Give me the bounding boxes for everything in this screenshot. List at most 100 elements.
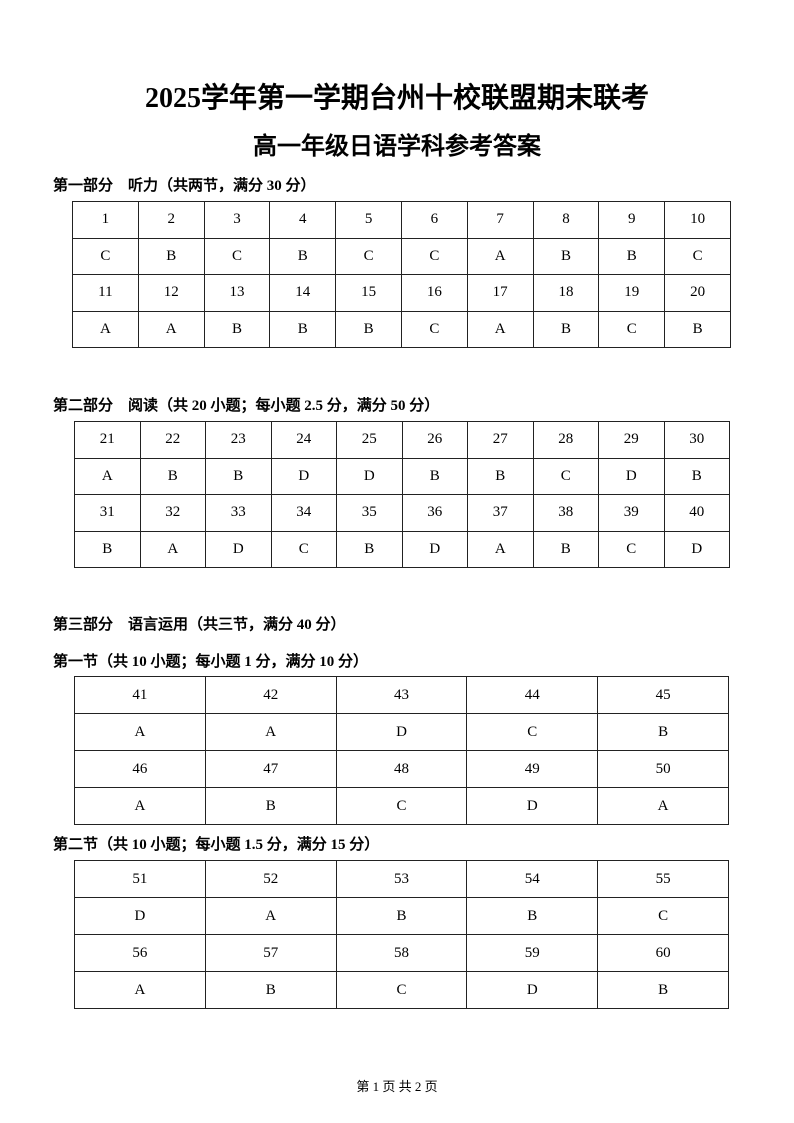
answer-cell: A [74,787,206,825]
answer-cell: B [269,237,337,275]
answer-cell: C [335,787,468,825]
answer-cell: C [203,237,271,275]
question-number-cell: 42 [204,676,337,714]
answer-cell: B [204,971,337,1009]
answer-cell: B [532,237,600,275]
answer-cell: B [139,457,206,495]
question-number-cell: 37 [467,494,534,532]
answer-cell: A [74,713,206,751]
question-number-cell: 52 [204,860,337,898]
question-number-cell: 17 [466,274,534,312]
answer-cell: D [270,457,337,495]
question-number-row: 46 47 48 49 50 [74,750,729,788]
question-number-cell: 38 [532,494,599,532]
answer-cell: C [270,530,337,568]
part1-heading: 第一部分 听力（共两节，满分 30 分） [53,178,316,194]
part3-section2-answer-table: 51 52 53 54 55 D A B B C 56 57 58 59 60 A B C D B [74,860,729,1009]
question-number-cell: 13 [203,274,271,312]
answer-cell: D [74,897,206,935]
answer-cell: A [466,237,534,275]
answer-cell: A [204,713,337,751]
question-number-cell: 19 [598,274,666,312]
answer-cell: B [598,237,666,275]
question-number-cell: 25 [336,421,403,459]
answer-cell: B [597,971,729,1009]
question-number-cell: 31 [74,494,141,532]
question-number-cell: 21 [74,421,141,459]
question-number-cell: 44 [466,676,599,714]
question-number-cell: 23 [205,421,272,459]
question-number-cell: 45 [597,676,729,714]
question-number-cell: 10 [664,201,731,239]
answer-cell: C [532,457,599,495]
answer-cell: D [466,971,599,1009]
answer-cell: B [532,530,599,568]
question-number-cell: 35 [336,494,403,532]
question-number-row: 56 57 58 59 60 [74,934,729,972]
question-number-cell: 56 [74,934,206,972]
answer-cell: D [598,457,665,495]
question-number-cell: 40 [663,494,730,532]
answer-cell: C [335,971,468,1009]
question-number-row: 51 52 53 54 55 [74,860,729,898]
answer-cell: D [335,713,468,751]
part3-section2-heading: 第二节（共 10 小题；每小题 1.5 分，满分 15 分） [53,837,380,853]
question-number-cell: 39 [598,494,665,532]
answer-cell: C [664,237,731,275]
question-number-cell: 3 [203,201,271,239]
question-number-cell: 18 [532,274,600,312]
question-number-row: 11 12 13 14 15 16 17 18 19 20 [72,274,731,312]
question-number-cell: 6 [400,201,468,239]
question-number-cell: 14 [269,274,337,312]
question-number-cell: 57 [204,934,337,972]
answer-cell: B [401,457,468,495]
document-title: 2025学年第一学期台州十校联盟期末联考 [144,83,649,114]
answer-cell: A [74,457,141,495]
question-number-cell: 26 [401,421,468,459]
answer-cell: B [335,310,402,348]
answer-cell: A [467,530,534,568]
document-subtitle: 高一年级日语学科参考答案 [253,134,541,160]
answer-cell: D [205,530,272,568]
answer-cell: C [598,530,665,568]
question-number-cell: 1 [72,201,139,239]
question-number-cell: 54 [466,860,599,898]
question-number-row: 41 42 43 44 45 [74,676,729,714]
answer-cell: C [400,237,468,275]
part3-section1-heading: 第一节（共 10 小题；每小题 1 分，满分 10 分） [53,654,369,670]
answer-cell: A [597,787,729,825]
part2-heading: 第二部分 阅读（共 20 小题；每小题 2.5 分，满分 50 分） [53,398,440,414]
answer-cell: B [466,897,599,935]
question-number-cell: 15 [335,274,402,312]
part1-answer-table: 1 2 3 4 5 6 7 8 9 10 C B C B C C A B B C 11 12 13 14 15 16 17 18 19 2… [72,201,731,348]
question-number-cell: 24 [270,421,337,459]
question-number-row: 1 2 3 4 5 6 7 8 9 10 [72,201,731,239]
question-number-cell: 4 [269,201,337,239]
question-number-cell: 8 [532,201,600,239]
part3-heading: 第三部分 语言运用（共三节，满分 40 分） [53,617,346,633]
question-number-cell: 59 [466,934,599,972]
question-number-cell: 51 [74,860,206,898]
question-number-cell: 46 [74,750,206,788]
answer-cell: B [204,787,337,825]
answer-cell: D [336,457,403,495]
answer-cell: D [466,787,599,825]
answer-cell: A [466,310,534,348]
question-number-cell: 22 [139,421,206,459]
answer-cell: B [467,457,534,495]
page-footer: 第 1 页 共 2 页 [356,1079,438,1094]
question-number-cell: 36 [401,494,468,532]
question-number-cell: 48 [335,750,468,788]
answer-cell: B [663,457,730,495]
question-number-cell: 41 [74,676,206,714]
question-number-cell: 34 [270,494,337,532]
question-number-row: 31 32 33 34 35 36 37 38 39 40 [74,494,730,532]
answer-cell: C [400,310,468,348]
question-number-cell: 29 [598,421,665,459]
question-number-cell: 27 [467,421,534,459]
answer-cell: C [597,897,729,935]
